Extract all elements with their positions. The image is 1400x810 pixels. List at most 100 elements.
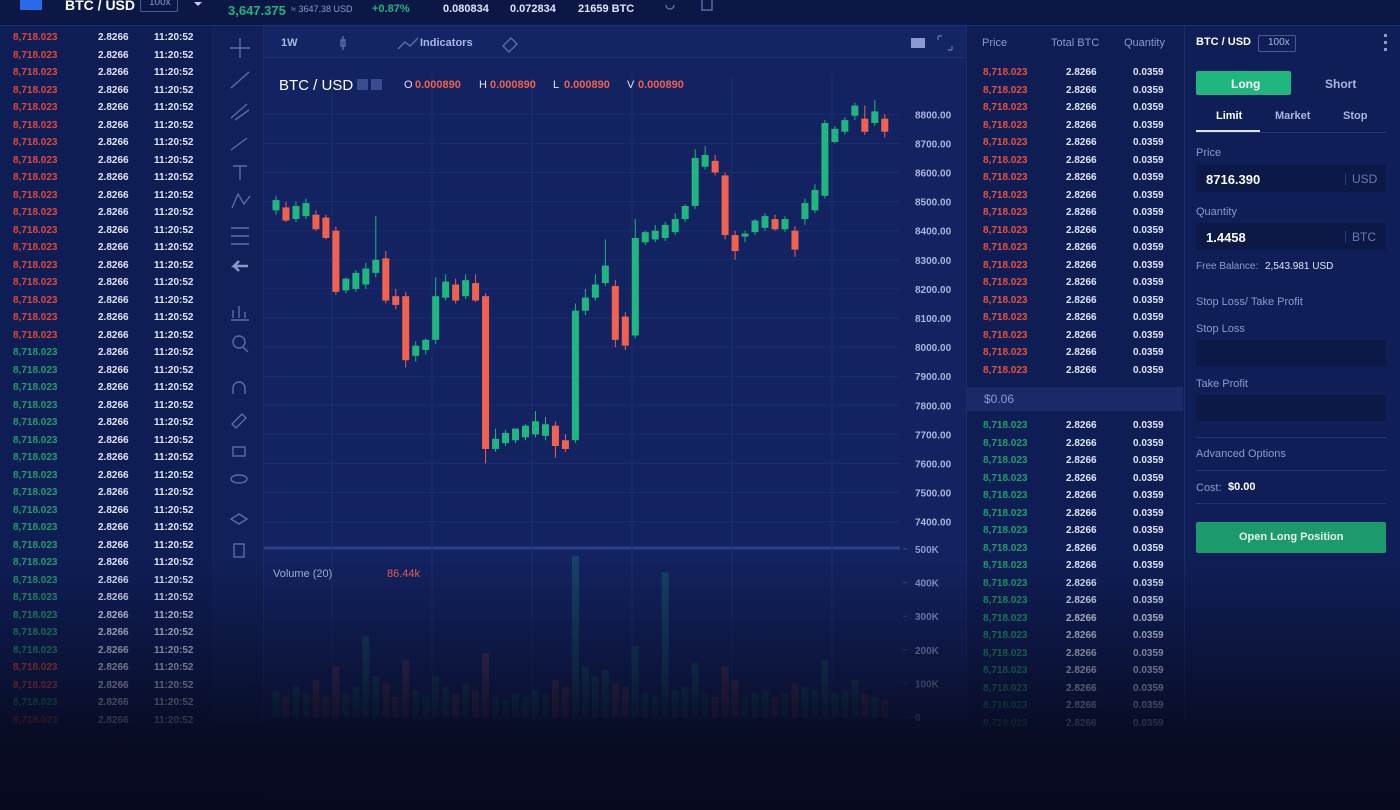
volume-tick-label: 300K: [915, 612, 940, 623]
chart-title: BTC / USD: [279, 77, 354, 94]
volume-bar: [392, 696, 400, 717]
form-pair: BTC / USD: [1196, 36, 1251, 48]
trade-amount: 2.8266: [98, 137, 129, 148]
input-unit: USD: [1352, 172, 1378, 186]
order-type-tab[interactable]: Limit: [1216, 110, 1243, 122]
interval[interactable]: 1W: [281, 37, 298, 49]
volume-tick-label: 0: [915, 713, 921, 724]
book-qty: 0.0359: [1133, 595, 1164, 606]
volume-tick-label: 200K: [915, 646, 940, 657]
input[interactable]: [1196, 165, 1386, 192]
volume-bar: [551, 680, 559, 717]
volume-bar: [661, 572, 669, 717]
long[interactable]: Long: [1231, 77, 1261, 91]
y-tick-label: 8200.00: [915, 285, 952, 296]
trade-amount: 2.8266: [98, 259, 129, 271]
book-total: 2.8266: [1066, 420, 1097, 431]
form-leverage: 100x: [1268, 37, 1290, 48]
trade-time: 11:20:52: [154, 154, 194, 166]
volume-bar: [881, 700, 889, 717]
trade-time: 11:20:52: [154, 49, 194, 61]
candle-body: [432, 296, 440, 340]
book-qty: 0.0359: [1133, 329, 1164, 341]
book-total: 2.8266: [1066, 84, 1097, 96]
y-tick-label: 8100.00: [915, 314, 952, 325]
candle-body: [741, 233, 749, 237]
book-price: 8,718.023: [983, 700, 1028, 711]
book-price: 8,718.023: [983, 612, 1028, 624]
spread: $0.06: [984, 392, 1015, 406]
volume-tick-label: 400K: [915, 579, 940, 590]
book-qty: 0.0359: [1133, 682, 1164, 694]
volume-bar: [641, 693, 649, 717]
book-qty: 0.0359: [1133, 542, 1164, 554]
candle-body: [332, 230, 340, 292]
take-profit-input[interactable]: [1196, 395, 1386, 421]
book-price: 8,718.023: [983, 630, 1028, 641]
candle-body: [681, 205, 689, 220]
trade-time: 11:20:52: [154, 259, 194, 271]
volume-bar: [781, 693, 789, 717]
book-qty: 0.0359: [1133, 189, 1164, 201]
short[interactable]: Short: [1325, 77, 1357, 91]
volume-bar: [442, 686, 450, 717]
candle-body: [791, 230, 799, 250]
trade-amount: 2.8266: [98, 382, 129, 393]
book-qty: 0.0359: [1133, 437, 1164, 449]
trade-amount: 2.8266: [98, 84, 129, 96]
y-tick-label: 8000.00: [915, 343, 952, 354]
trade-time: 11:20:52: [154, 417, 194, 428]
trade-price: 8,718.023: [13, 207, 58, 218]
candle-body: [851, 105, 859, 116]
trade-time: 11:20:52: [154, 312, 194, 323]
indicators[interactable]: Indicators: [420, 37, 473, 49]
candle-body: [512, 428, 520, 441]
volume-bar: [302, 693, 310, 717]
trade-amount: 2.8266: [98, 67, 129, 78]
trade-amount: 2.8266: [98, 609, 129, 621]
trade-amount: 2.8266: [98, 102, 129, 113]
long-button[interactable]: [1196, 71, 1291, 95]
book-price: 8,718.023: [983, 189, 1028, 201]
advanced[interactable]: Advanced Options: [1196, 448, 1286, 460]
trade-amount: 2.8266: [98, 487, 129, 498]
trade-time: 11:20:52: [154, 644, 194, 656]
trade-price: 8,718.023: [13, 137, 58, 148]
volume-title: Volume (20): [273, 568, 333, 580]
trade-amount: 2.8266: [98, 347, 129, 358]
volume-bar: [362, 636, 370, 717]
book-total: 2.8266: [1066, 560, 1097, 571]
book-total: 2.8266: [1066, 102, 1097, 113]
stop-loss-input[interactable]: [1196, 340, 1386, 366]
submit-button[interactable]: [1196, 522, 1386, 553]
ohlc-label: O: [404, 79, 413, 91]
volume-bar: [312, 680, 320, 717]
sl-tp[interactable]: Stop Loss/ Take Profit: [1196, 296, 1303, 308]
top-bar: [0, 0, 1400, 26]
order-type-tab[interactable]: Market: [1275, 110, 1311, 122]
title-icon: [371, 79, 382, 90]
volume-bar: [502, 700, 510, 717]
y-tick-label: 7800.00: [915, 401, 952, 412]
input[interactable]: [1196, 223, 1386, 250]
order-type-tab[interactable]: Stop: [1343, 110, 1368, 122]
volume-bar: [342, 693, 350, 717]
trade-price: 8,718.023: [13, 294, 58, 306]
candle-body: [561, 440, 569, 449]
submit[interactable]: Open Long Position: [1239, 531, 1344, 543]
candle-body: [771, 219, 779, 230]
candle-body: [751, 220, 759, 233]
trade-amount: 2.8266: [98, 662, 129, 673]
volume-bar: [292, 686, 300, 717]
pair: BTC / USD: [65, 0, 135, 13]
book-qty: 0.0359: [1133, 490, 1164, 501]
candle-body: [402, 296, 410, 361]
book-qty: 0.0359: [1133, 312, 1164, 323]
trade-price: 8,718.023: [13, 609, 58, 621]
candle-body: [342, 278, 350, 291]
trade-time: 11:20:52: [154, 207, 194, 218]
y-tick-label: 7500.00: [915, 489, 952, 500]
trade-amount: 2.8266: [98, 522, 129, 533]
book-price: 8,718.023: [983, 542, 1028, 554]
volume-bar: [591, 676, 599, 717]
